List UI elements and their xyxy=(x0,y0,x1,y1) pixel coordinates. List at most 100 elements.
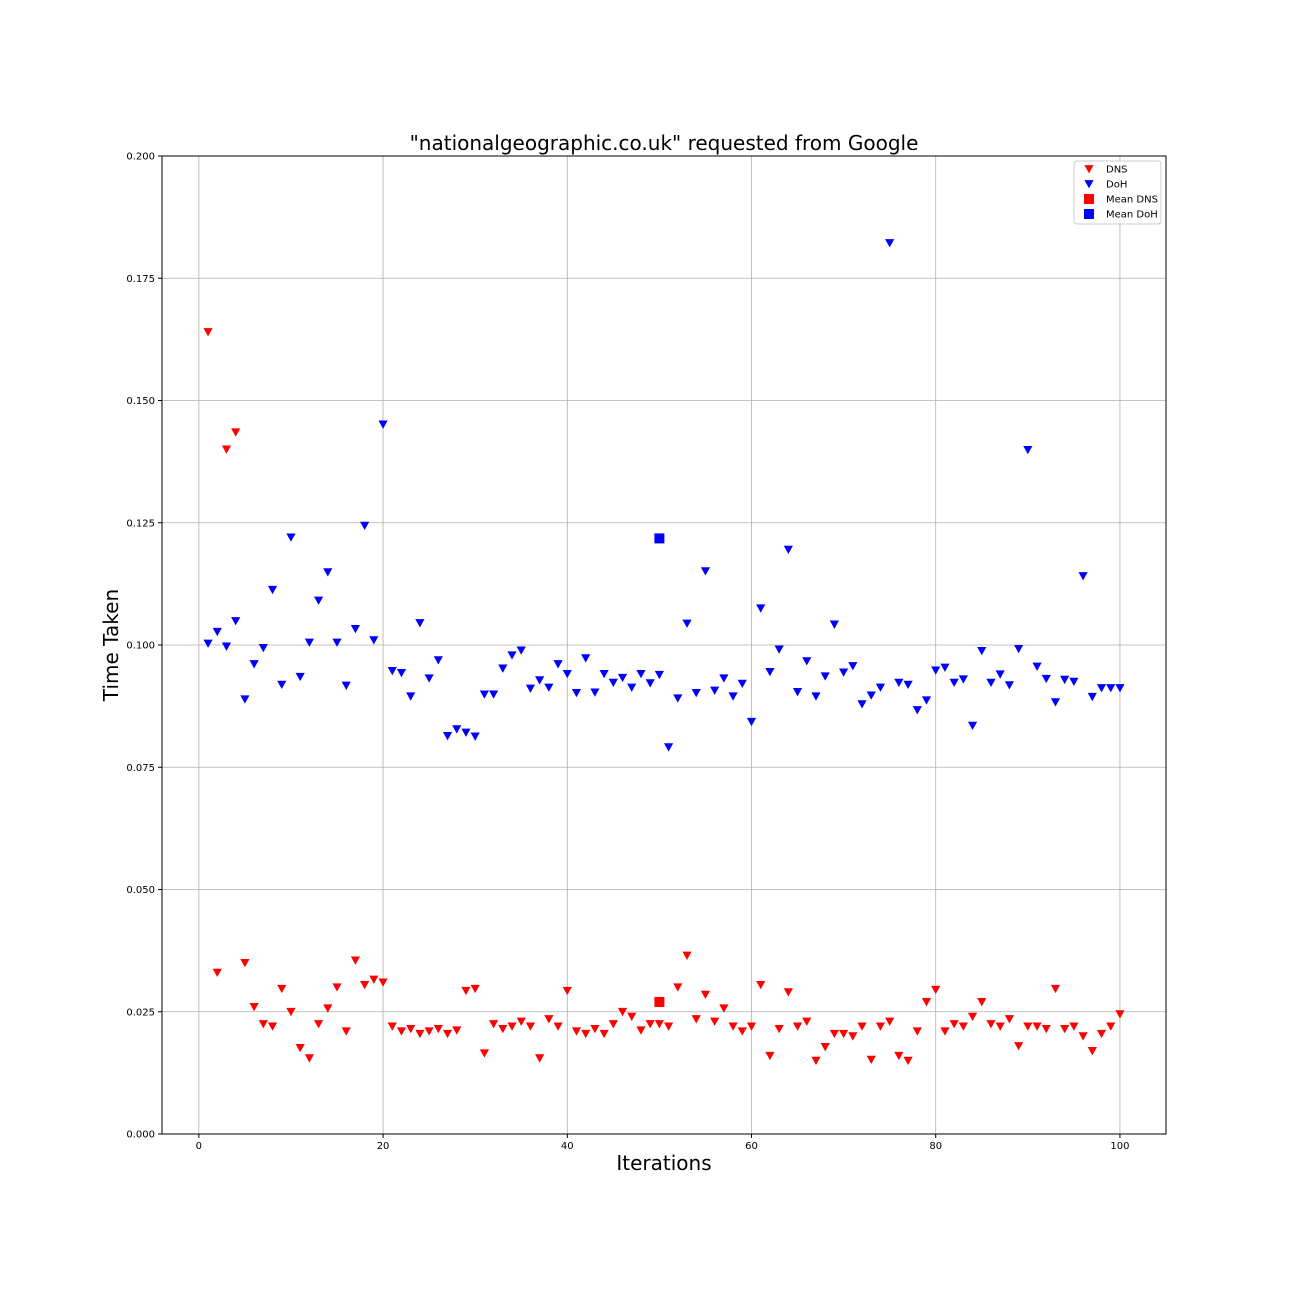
doh-point xyxy=(839,668,849,677)
doh-point xyxy=(737,679,747,689)
axis-ticks: 0 20 40 60 80 100 0.000 0.025 0.050 0.075 0.100 0.1… xyxy=(126,152,1129,1153)
doh-point xyxy=(940,663,950,672)
doh-point xyxy=(903,680,913,689)
doh-point xyxy=(811,692,821,701)
dns-point xyxy=(682,951,692,960)
dns-point xyxy=(931,985,941,995)
dns-point xyxy=(249,1002,259,1012)
dns-point xyxy=(350,956,361,965)
doh-point xyxy=(1060,675,1070,685)
dns-point xyxy=(258,1020,268,1029)
dns-point xyxy=(535,1054,545,1063)
dns-point xyxy=(1069,1022,1079,1031)
doh-point xyxy=(774,645,784,654)
dns-point xyxy=(525,1022,536,1031)
dns-point xyxy=(986,1020,996,1029)
dns-point xyxy=(977,998,987,1007)
dns-point xyxy=(360,980,370,990)
doh-point xyxy=(525,684,536,693)
dns-point xyxy=(516,1017,526,1026)
doh-point xyxy=(516,646,526,655)
doh-legend-marker xyxy=(1084,180,1094,189)
doh-point xyxy=(829,620,840,629)
mean-dns-legend-marker xyxy=(1084,194,1094,204)
y-axis-label: Time Taken xyxy=(99,589,123,702)
dns-point xyxy=(903,1056,913,1066)
doh-point xyxy=(1004,681,1015,690)
dns-point xyxy=(802,1017,812,1026)
doh-point xyxy=(921,696,932,705)
doh-point xyxy=(783,545,793,555)
y-tick-label: 0.075 xyxy=(126,763,155,774)
doh-point xyxy=(765,667,775,677)
mean-dns-marker xyxy=(654,996,665,1007)
dns-point xyxy=(885,1017,895,1026)
dns-point xyxy=(839,1029,849,1039)
doh-point xyxy=(452,725,462,734)
doh-point xyxy=(581,654,591,663)
mean-doh-legend-marker xyxy=(1084,209,1094,219)
doh-point xyxy=(424,674,434,683)
dns-point xyxy=(912,1027,922,1036)
x-tick-label: 100 xyxy=(1110,1141,1129,1152)
y-tick-label: 0.000 xyxy=(126,1130,155,1141)
doh-point xyxy=(221,642,232,651)
dns-point xyxy=(599,1029,609,1039)
dns-point xyxy=(857,1022,867,1031)
doh-point xyxy=(1069,677,1079,687)
dns-point xyxy=(1004,1015,1015,1024)
dns-point xyxy=(756,980,766,990)
dns-point xyxy=(636,1026,646,1035)
x-tick-label: 60 xyxy=(745,1141,758,1152)
doh-point xyxy=(378,420,388,429)
dns-point xyxy=(286,1007,296,1017)
doh-point xyxy=(967,721,978,731)
legend-items: DNS DoH Mean DNS Mean DoH xyxy=(1084,165,1158,221)
y-tick-label: 0.125 xyxy=(126,518,155,529)
dns-point xyxy=(700,990,711,1000)
doh-point xyxy=(461,728,471,737)
doh-point xyxy=(1115,684,1125,693)
doh-point xyxy=(792,688,803,697)
doh-point xyxy=(1096,684,1107,693)
doh-point xyxy=(553,660,563,669)
legend: DNS DoH Mean DNS Mean DoH xyxy=(1073,160,1162,225)
doh-point xyxy=(627,683,637,692)
doh-point xyxy=(995,670,1005,679)
dns-point xyxy=(323,1004,333,1013)
dns-point xyxy=(332,983,342,992)
dns-point xyxy=(654,1020,664,1029)
doh-point xyxy=(1032,662,1042,671)
doh-point xyxy=(360,521,370,531)
doh-point xyxy=(479,690,489,699)
doh-point xyxy=(231,617,241,626)
dns-point xyxy=(719,1004,729,1013)
dns-point xyxy=(820,1043,830,1052)
dns-point xyxy=(1078,1032,1088,1041)
doh-point xyxy=(885,239,895,248)
doh-point xyxy=(1014,645,1024,654)
doh-point xyxy=(949,678,959,688)
dns-point xyxy=(1096,1029,1107,1039)
doh-point xyxy=(977,646,987,656)
dns-point xyxy=(967,1012,978,1022)
doh-point xyxy=(295,672,305,682)
dns-point xyxy=(673,983,683,992)
doh-point xyxy=(313,596,324,605)
doh-point xyxy=(332,638,342,647)
doh-point xyxy=(746,717,757,727)
dns-point xyxy=(590,1024,600,1034)
dns-point xyxy=(553,1022,563,1031)
doh-point xyxy=(673,694,683,703)
dns-point xyxy=(617,1007,628,1017)
dns-point xyxy=(627,1012,637,1022)
doh-point xyxy=(719,674,729,683)
x-tick-label: 40 xyxy=(561,1141,574,1152)
doh-point xyxy=(203,639,213,648)
doh-point xyxy=(341,681,351,690)
doh-point xyxy=(654,670,664,680)
dns-point xyxy=(396,1027,407,1036)
doh-point xyxy=(442,732,453,741)
doh-point xyxy=(1041,674,1051,684)
